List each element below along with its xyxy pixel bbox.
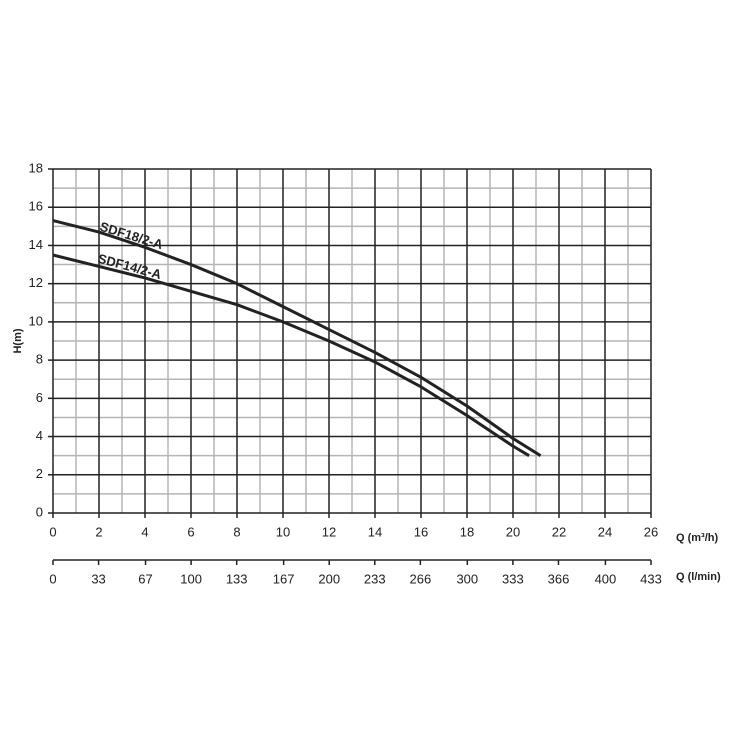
x-tick-label: 10 <box>276 524 290 539</box>
x2-tick-label: 100 <box>180 571 202 586</box>
curve <box>52 219 542 457</box>
y-tick-label: 18 <box>29 160 43 175</box>
x2-tick-label: 0 <box>49 571 56 586</box>
x-tick-label: 8 <box>233 524 240 539</box>
x2-tick-label: 33 <box>91 571 105 586</box>
x-tick-label: 0 <box>49 524 56 539</box>
x-tick-label: 2 <box>95 524 102 539</box>
y-tick-label: 0 <box>36 504 43 519</box>
y-tick-label: 14 <box>29 237 43 252</box>
x-tick-label: 26 <box>644 524 658 539</box>
x2-tick-label: 266 <box>410 571 432 586</box>
x-tick-label: 18 <box>460 524 474 539</box>
x2-tick-label: 400 <box>595 571 617 586</box>
y-tick-label: 8 <box>36 352 43 367</box>
x2-tick-label: 233 <box>364 571 386 586</box>
x2-axis-label: Q (l/min) <box>676 571 721 583</box>
x2-tick-label: 167 <box>273 571 295 586</box>
y-axis-label: H(m) <box>12 328 24 353</box>
x2-tick-label: 200 <box>318 571 340 586</box>
y-tick-label: 16 <box>29 199 43 214</box>
x2-tick-label: 67 <box>138 571 152 586</box>
x-tick-label: 24 <box>598 524 612 539</box>
x-tick-label: 12 <box>322 524 336 539</box>
y-tick-label: 10 <box>29 313 43 328</box>
x-tick-label: 22 <box>552 524 566 539</box>
y-tick-label: 4 <box>36 428 43 443</box>
x-tick-label: 16 <box>414 524 428 539</box>
x2-tick-label: 433 <box>640 571 662 586</box>
curve <box>52 253 530 457</box>
y-tick-label: 6 <box>36 390 43 405</box>
x2-tick-label: 133 <box>226 571 248 586</box>
y-tick-label: 12 <box>29 275 43 290</box>
x-axis-label: Q (m³/h) <box>676 532 718 544</box>
y-tick-label: 2 <box>36 466 43 481</box>
x2-tick-label: 366 <box>548 571 570 586</box>
x-tick-label: 4 <box>141 524 148 539</box>
x-tick-label: 20 <box>506 524 520 539</box>
curve-label: SDF14/2-A <box>96 251 163 282</box>
x2-tick-label: 333 <box>502 571 524 586</box>
curve-label: SDF18/2-A <box>98 219 165 253</box>
x-tick-label: 14 <box>368 524 382 539</box>
x-tick-label: 6 <box>187 524 194 539</box>
x2-tick-label: 300 <box>456 571 478 586</box>
